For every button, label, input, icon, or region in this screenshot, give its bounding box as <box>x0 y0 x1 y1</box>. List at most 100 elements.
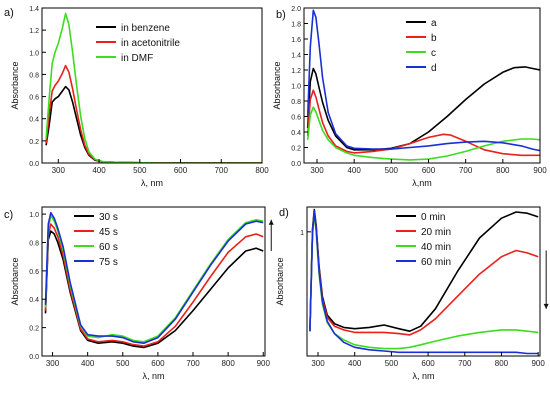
legend: in benzene in acetonitrile in DMF <box>92 21 204 70</box>
y-axis-label: Absorbance <box>10 61 20 109</box>
y-tick-label: 0.0 <box>29 161 39 168</box>
x-tick-label: 500 <box>133 166 147 175</box>
y-tick-label: 0.6 <box>29 95 39 102</box>
plot-frame <box>306 206 541 357</box>
y-tick-label: 1.0 <box>291 84 301 91</box>
x-tick-label: 500 <box>385 359 399 368</box>
legend-entry: 45 s <box>99 227 118 238</box>
chart-panel-1: 300 400 500 600 700 800 0.0 0.2 0.4 0.6 0.8 1.0 1.2 1… <box>4 6 269 188</box>
y-tick-label: 0.2 <box>29 326 39 333</box>
panel-label: c) <box>4 209 13 221</box>
chart-panel-3: 300 400 500 600 700 800 900 0.0 0.2 0.4 0.6 0.8 1.0 λ… <box>4 206 274 381</box>
series-line-3 <box>306 106 540 161</box>
y-tick-label: 0.6 <box>29 269 39 276</box>
legend-entry: 60 s <box>99 242 118 253</box>
x-tick-label: 700 <box>186 359 200 368</box>
x-tick-label: 900 <box>531 359 545 368</box>
chart-panel-4: 300 400 500 600 700 800 900 1 λ, nm Absorbance d) 0… <box>275 206 549 381</box>
y-tick-label: 0.0 <box>29 354 39 361</box>
y-axis-label: Absorbance <box>275 257 285 305</box>
x-axis-label: λ,nm <box>412 178 432 188</box>
series-line-3 <box>44 214 264 343</box>
legend-box <box>402 16 462 80</box>
legend-entry: in acetonitrile <box>121 38 180 49</box>
legend-entry: 0 min <box>421 212 445 223</box>
series-line-4 <box>44 211 264 345</box>
x-tick-label: 800 <box>495 359 509 368</box>
legend-entry: a <box>431 18 437 29</box>
y-tick-label: 1 <box>300 230 304 237</box>
y-tick-label: 0.2 <box>29 139 39 146</box>
y-tick-label: 2.0 <box>291 6 301 13</box>
legend-entry: 30 s <box>99 212 118 223</box>
legend-entry: 60 min <box>421 257 451 268</box>
y-axis-label: Absorbance <box>10 257 20 305</box>
x-tick-label: 300 <box>46 359 60 368</box>
legend-entry: c <box>431 48 436 59</box>
panel-label: a) <box>4 7 14 19</box>
y-tick-label: 0.4 <box>29 297 39 304</box>
x-tick-label: 400 <box>81 359 95 368</box>
x-tick-label: 300 <box>52 166 66 175</box>
x-tick-label: 700 <box>458 359 472 368</box>
x-axis-label: λ, nm <box>141 178 163 188</box>
x-tick-label: 800 <box>255 166 269 175</box>
trend-arrow-head <box>268 219 274 225</box>
chart-panel-2: 300 400 500 600 700 800 900 0.0 0.2 0.4 0.6 0.8 1.0 1… <box>272 6 547 188</box>
legend-entry: 40 min <box>421 242 451 253</box>
y-tick-label: 1.6 <box>291 37 301 44</box>
y-tick-label: 0.6 <box>291 115 301 122</box>
x-tick-label: 300 <box>310 166 324 175</box>
x-tick-label: 700 <box>215 166 229 175</box>
x-tick-label: 300 <box>311 359 325 368</box>
x-tick-label: 900 <box>257 359 271 368</box>
panel-label: d) <box>279 207 289 219</box>
y-tick-label: 1.2 <box>291 68 301 75</box>
series-line-1 <box>44 230 264 349</box>
y-tick-label: 0.4 <box>291 130 301 137</box>
x-tick-label: 600 <box>421 359 435 368</box>
y-tick-label: 1.0 <box>29 212 39 219</box>
x-tick-label: 400 <box>92 166 106 175</box>
y-tick-label: 1.0 <box>29 50 39 57</box>
plot-frame <box>41 7 263 164</box>
legend-entry: in benzene <box>121 23 170 34</box>
panel-label: b) <box>276 9 286 21</box>
series-line-2 <box>44 223 264 347</box>
y-tick-label: 1.4 <box>291 53 301 60</box>
x-tick-label: 800 <box>221 359 235 368</box>
trend-arrow-head <box>543 303 549 309</box>
x-axis-label: λ, nm <box>412 371 434 381</box>
series-line-2 <box>45 64 262 163</box>
x-tick-label: 600 <box>151 359 165 368</box>
legend: 0 min 20 min 40 min 60 min <box>396 212 451 268</box>
y-tick-label: 0.2 <box>291 146 301 153</box>
y-tick-label: 0.4 <box>29 117 39 124</box>
legend-entry: 75 s <box>99 257 118 268</box>
series-line-4 <box>306 9 540 152</box>
x-tick-label: 800 <box>496 166 510 175</box>
y-tick-label: 0.8 <box>291 99 301 106</box>
legend-box <box>92 21 204 70</box>
y-axis-label: Absorbance <box>272 61 282 109</box>
x-tick-label: 700 <box>459 166 473 175</box>
legend-entry: b <box>431 33 437 44</box>
series-line-4 <box>309 209 539 355</box>
x-tick-label: 500 <box>116 359 130 368</box>
x-tick-label: 400 <box>347 166 361 175</box>
legend-entry: 20 min <box>421 227 451 238</box>
y-tick-label: 1.8 <box>291 22 301 29</box>
y-tick-label: 0.0 <box>291 161 301 168</box>
y-tick-label: 0.8 <box>29 240 39 247</box>
x-tick-label: 900 <box>533 166 547 175</box>
x-tick-label: 400 <box>348 359 362 368</box>
y-tick-label: 0.8 <box>29 72 39 79</box>
x-tick-label: 600 <box>174 166 188 175</box>
x-tick-label: 500 <box>385 166 399 175</box>
x-tick-label: 600 <box>422 166 436 175</box>
legend-entry: in DMF <box>121 53 153 64</box>
series-line-3 <box>45 12 262 163</box>
legend: 30 s 45 s 60 s 75 s <box>74 212 118 268</box>
